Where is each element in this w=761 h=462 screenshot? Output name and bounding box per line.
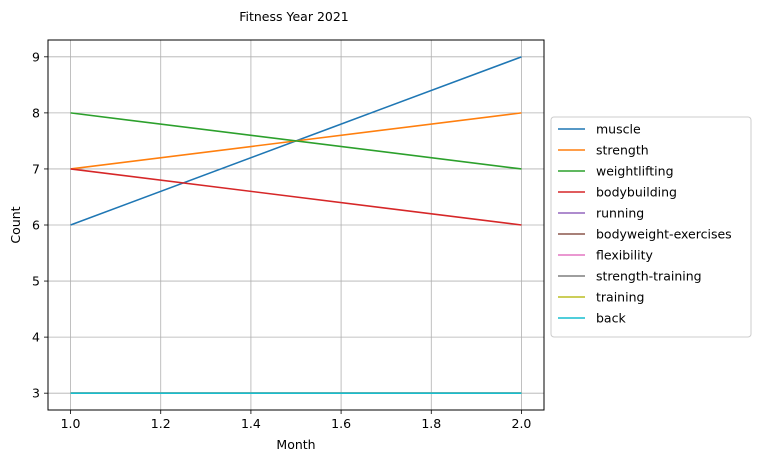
y-tick-label: 3 — [32, 386, 40, 401]
legend-frame — [550, 116, 752, 338]
legend-label-bodyweight-exercises: bodyweight-exercises — [596, 227, 732, 242]
y-tick-label: 5 — [32, 274, 40, 289]
legend-label-flexibility: flexibility — [596, 248, 653, 263]
x-tick-label: 1.6 — [331, 416, 351, 431]
legend-label-strength-training: strength-training — [596, 269, 702, 284]
series-line-bodybuilding — [70, 168, 522, 226]
legend-label-running: running — [596, 206, 644, 221]
legend: muscle strength weightlifting bodybuilding r… — [550, 116, 752, 338]
legend-label-training: training — [596, 290, 644, 305]
x-tick-label: 1.2 — [151, 416, 171, 431]
x-tick-label: 1.4 — [241, 416, 261, 431]
y-tick-label: 8 — [32, 105, 40, 120]
x-tick-label: 1.8 — [421, 416, 441, 431]
y-tick-label: 7 — [32, 161, 40, 176]
x-axis-label: Month — [276, 437, 315, 452]
y-axis-label: Count — [8, 206, 23, 243]
x-axis-ticks: 1.0 1.2 1.4 1.6 1.8 2.0 — [61, 410, 532, 431]
y-tick-label: 9 — [32, 49, 40, 64]
y-axis-ticks: 3 4 5 6 7 8 9 — [32, 49, 48, 401]
y-tick-label: 4 — [32, 330, 40, 345]
x-tick-label: 1.0 — [61, 416, 81, 431]
legend-label-weightlifting: weightlifting — [596, 164, 674, 179]
chart-title: Fitness Year 2021 — [239, 9, 349, 24]
legend-label-back: back — [596, 311, 626, 326]
y-tick-label: 6 — [32, 218, 40, 233]
x-tick-label: 2.0 — [512, 416, 532, 431]
legend-label-bodybuilding: bodybuilding — [596, 185, 677, 200]
grid-lines — [48, 40, 544, 410]
legend-label-muscle: muscle — [596, 122, 641, 137]
legend-label-strength: strength — [596, 143, 649, 158]
series-line-weightlifting — [70, 112, 522, 170]
series-lines — [70, 56, 522, 394]
